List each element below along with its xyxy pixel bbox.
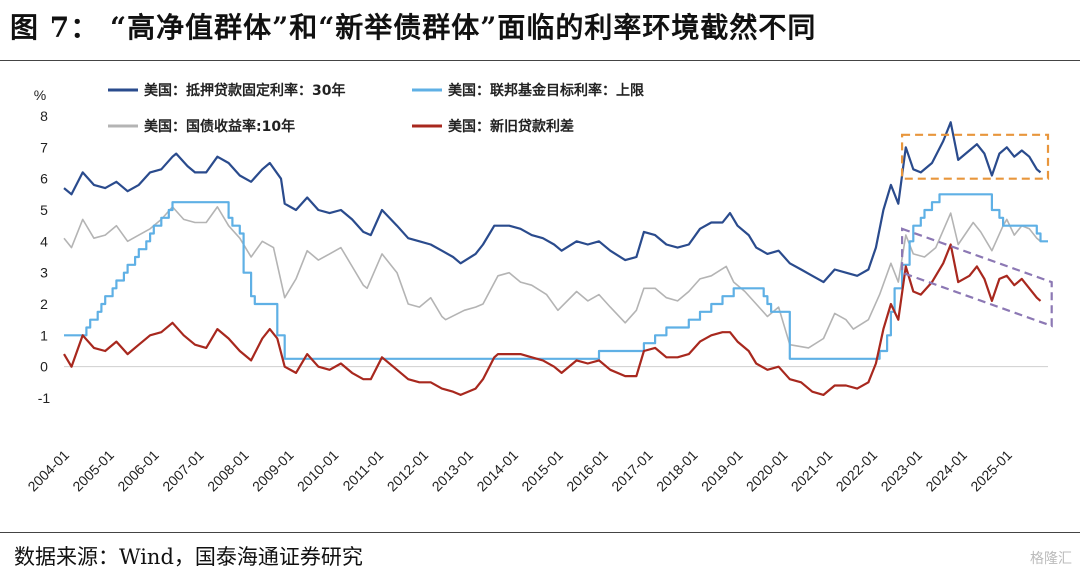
x-tick-label: 2016-01 bbox=[563, 447, 611, 495]
x-tick-label: 2009-01 bbox=[249, 447, 297, 495]
x-tick-label: 2015-01 bbox=[518, 447, 566, 495]
page-title: 图 7： “高净值群体”和“新举债群体”面临的利率环境截然不同 bbox=[10, 11, 817, 44]
x-tick-label: 2014-01 bbox=[473, 447, 521, 495]
annotation-layer bbox=[900, 133, 1053, 328]
y-tick-label: 4 bbox=[40, 233, 48, 249]
x-tick-label: 2021-01 bbox=[788, 447, 836, 495]
y-tick-label: 2 bbox=[40, 296, 48, 312]
y-tick-label: 1 bbox=[40, 327, 48, 343]
highlight-box-orange bbox=[900, 133, 1050, 180]
highlight-box-purple bbox=[900, 227, 1053, 328]
series-line-treasury bbox=[63, 206, 1042, 349]
y-tick-label: 3 bbox=[40, 265, 48, 281]
y-tick-label: 0 bbox=[40, 359, 48, 375]
source-note: 数据来源：Wind，国泰海通证券研究 bbox=[14, 545, 363, 569]
x-tick-label: 2011-01 bbox=[339, 447, 386, 494]
legend: 美国：抵押贷款固定利率：30年 美国：联邦基金目标利率：上限美国：国债收益率:10… bbox=[108, 82, 644, 135]
x-tick-label: 2008-01 bbox=[204, 447, 252, 495]
y-tick-label: 8 bbox=[40, 108, 48, 124]
y-tick-label: -1 bbox=[38, 390, 51, 406]
x-tick-label: 2025-01 bbox=[967, 447, 1015, 495]
x-tick-label: 2020-01 bbox=[743, 447, 791, 495]
x-tick-label: 2019-01 bbox=[698, 447, 746, 495]
y-axis-label: % bbox=[34, 87, 46, 103]
x-tick-label: 2006-01 bbox=[114, 447, 162, 495]
x-tick-label: 2022-01 bbox=[833, 447, 881, 495]
y-axis-ticks: -1 0 1 2 3 4 5 6 7 8 bbox=[38, 108, 51, 406]
line-chart: % -1 0 1 2 3 4 5 6 7 8 2004-012005-012006-012007-… bbox=[24, 82, 1053, 495]
x-tick-label: 2017-01 bbox=[608, 447, 656, 495]
x-tick-label: 2005-01 bbox=[69, 447, 117, 495]
y-tick-label: 6 bbox=[40, 171, 48, 187]
x-tick-label: 2013-01 bbox=[429, 447, 477, 495]
legend-label-mortgage: 美国：抵押贷款固定利率：30年 bbox=[144, 82, 345, 99]
x-tick-label: 2004-01 bbox=[24, 447, 72, 495]
x-tick-label: 2012-01 bbox=[384, 447, 432, 495]
x-tick-label: 2007-01 bbox=[159, 447, 207, 495]
x-axis-ticks: 2004-012005-012006-012007-012008-012009-… bbox=[24, 447, 1015, 495]
series-layer bbox=[63, 121, 1048, 396]
y-tick-label: 5 bbox=[40, 202, 48, 218]
x-tick-label: 2023-01 bbox=[878, 447, 926, 495]
series-line-fed bbox=[64, 193, 1048, 360]
x-tick-label: 2018-01 bbox=[653, 447, 701, 495]
legend-label-treasury: 美国：国债收益率:10年 bbox=[144, 118, 295, 135]
watermark-logo: 格隆汇 bbox=[1030, 551, 1072, 567]
top-rule bbox=[0, 60, 1080, 61]
legend-label-fed: 美国：联邦基金目标利率：上限 bbox=[448, 82, 644, 99]
x-tick-label: 2024-01 bbox=[922, 447, 970, 495]
legend-label-spread: 美国：新旧贷款利差 bbox=[448, 118, 574, 135]
x-tick-label: 2010-01 bbox=[294, 447, 342, 495]
series-line-mortgage bbox=[63, 121, 1042, 284]
bottom-rule bbox=[0, 532, 1080, 533]
y-tick-label: 7 bbox=[40, 139, 48, 155]
series-line-spread bbox=[63, 243, 1042, 396]
